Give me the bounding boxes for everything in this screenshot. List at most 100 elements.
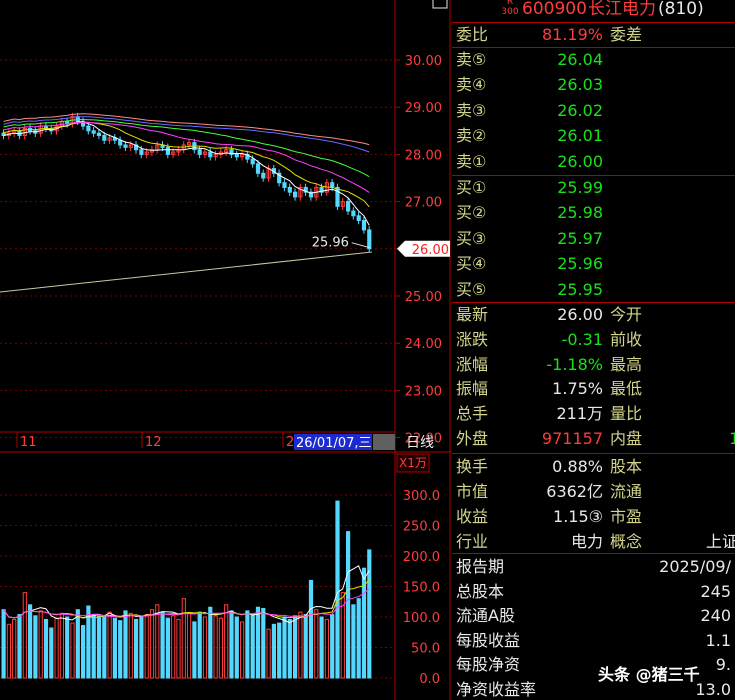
candle xyxy=(197,149,202,155)
period-label[interactable]: 日线 xyxy=(406,435,434,451)
diff-value: 39 xyxy=(670,23,735,47)
candle xyxy=(330,182,335,188)
quote-label: 今开 xyxy=(610,305,643,324)
volume-bar xyxy=(282,616,287,679)
volume-bar xyxy=(134,618,139,679)
candle xyxy=(367,229,372,250)
maximize-icon[interactable] xyxy=(432,0,448,9)
quote-label: 最低 xyxy=(610,379,643,399)
candle xyxy=(287,186,292,193)
ask-row[interactable]: 卖① 26.00 2 xyxy=(452,150,735,174)
volume-bar xyxy=(112,617,118,679)
report-value: 1.1 xyxy=(705,630,731,650)
volume-tick-label: 50.0 xyxy=(411,642,440,657)
candle xyxy=(123,144,128,148)
volume-bar xyxy=(22,592,27,679)
volume-bar xyxy=(102,616,107,679)
quote-row: 涨幅 -1.18% 最高 26 xyxy=(452,353,735,377)
report-row: 每股收益 1.1 xyxy=(452,629,735,653)
volume-bar xyxy=(261,607,266,679)
bid-label: 买④ xyxy=(456,254,487,274)
candle xyxy=(208,151,213,158)
quote-label: 总手 xyxy=(456,404,489,424)
low-pointer xyxy=(351,242,370,249)
volume-tick-label: 100.0 xyxy=(403,611,440,626)
candle xyxy=(361,219,367,231)
volume-bar xyxy=(107,611,112,679)
quote-row: 涨跌 -0.31 前收 26 xyxy=(452,328,735,352)
report-label: 净资收益率 xyxy=(456,679,537,699)
candle xyxy=(96,132,102,137)
price-tick-label: 25.00 xyxy=(405,290,442,305)
volume-bar xyxy=(208,606,213,679)
quote-label: 振幅 xyxy=(456,379,489,399)
divider xyxy=(452,302,735,303)
candle xyxy=(356,215,361,221)
report-value: 13.0 xyxy=(695,679,731,699)
volume-bar xyxy=(187,612,192,679)
volume-bar xyxy=(324,618,329,679)
volume-unit: X1万 xyxy=(399,456,427,470)
bid-volume: 2 xyxy=(670,176,735,200)
volume-bar xyxy=(298,611,303,679)
report-row: 报告期 2025/09/ xyxy=(452,555,735,579)
volume-bar xyxy=(356,598,361,679)
candle xyxy=(319,186,324,193)
bid-price: 25.95 xyxy=(557,279,603,299)
cursor-date: 26/01/07,三 xyxy=(296,436,372,451)
volume-bar xyxy=(139,616,144,679)
volume-average-line xyxy=(3,588,370,619)
volume-bar xyxy=(75,609,80,679)
ask-row[interactable]: 卖② 26.01 xyxy=(452,124,735,148)
volume-bar xyxy=(118,620,123,679)
volume-bar xyxy=(314,609,319,679)
volume-bar xyxy=(59,612,64,679)
last-price-marker xyxy=(397,240,450,257)
candle xyxy=(139,149,144,155)
candle xyxy=(128,144,133,148)
candle xyxy=(346,201,351,212)
bid-row[interactable]: 买② 25.98 3 xyxy=(452,201,735,225)
cursor-date-box xyxy=(294,434,372,450)
divider xyxy=(452,47,735,48)
volume-bar xyxy=(202,616,208,679)
stock-code: 600900 xyxy=(522,0,587,19)
volume-bar xyxy=(176,618,181,679)
ask-row[interactable]: 卖④ 26.03 xyxy=(452,73,735,97)
volume-bar xyxy=(70,622,75,679)
report-row: 总股本 245 xyxy=(452,580,735,604)
ask-row[interactable]: 卖⑤ 26.04 xyxy=(452,48,735,72)
ratio-row: 委比 81.19% 委差 39 xyxy=(452,23,735,47)
ask-row[interactable]: 卖③ 26.02 xyxy=(452,99,735,123)
fund-label: 股本 xyxy=(610,457,643,476)
volume-bar xyxy=(250,614,255,679)
quote-label: 前收 xyxy=(610,329,643,349)
quote-value: 1.75% xyxy=(552,379,603,399)
report-row: 每股净资 9. xyxy=(452,653,735,677)
volume-bar xyxy=(303,614,308,679)
bid-row[interactable]: 买① 25.99 2 xyxy=(452,176,735,200)
bid-row[interactable]: 买③ 25.97 6 xyxy=(452,227,735,251)
volume-bar xyxy=(128,612,133,679)
kline-chart[interactable]: 30.00 29.00 28.00 27.00 26.00 25.00 24.00 23.00… xyxy=(0,0,452,700)
volume-bar xyxy=(165,617,171,679)
volume-tick-label: 150.0 xyxy=(403,581,440,596)
bid-row[interactable]: 买⑤ 25.95 15 xyxy=(452,278,735,302)
fund-value: 16 xyxy=(670,505,735,529)
moving-average-line xyxy=(3,121,370,193)
moving-average-line xyxy=(3,121,370,226)
volume-unit-box[interactable] xyxy=(396,453,430,473)
ask-label: 卖⑤ xyxy=(456,50,487,69)
bid-price: 25.97 xyxy=(557,228,603,248)
volume-bar xyxy=(255,606,261,679)
bid-price: 25.99 xyxy=(557,178,603,197)
candle xyxy=(245,153,250,160)
stock-header: R 300 600900 长江电力 (810) xyxy=(452,0,735,21)
volume-tick-label: 200.0 xyxy=(403,550,440,565)
divider xyxy=(452,453,735,454)
candle xyxy=(224,149,229,153)
bid-label: 买② xyxy=(456,203,487,223)
volume-bar xyxy=(277,622,282,679)
bid-row[interactable]: 买④ 25.96 15 xyxy=(452,252,735,276)
